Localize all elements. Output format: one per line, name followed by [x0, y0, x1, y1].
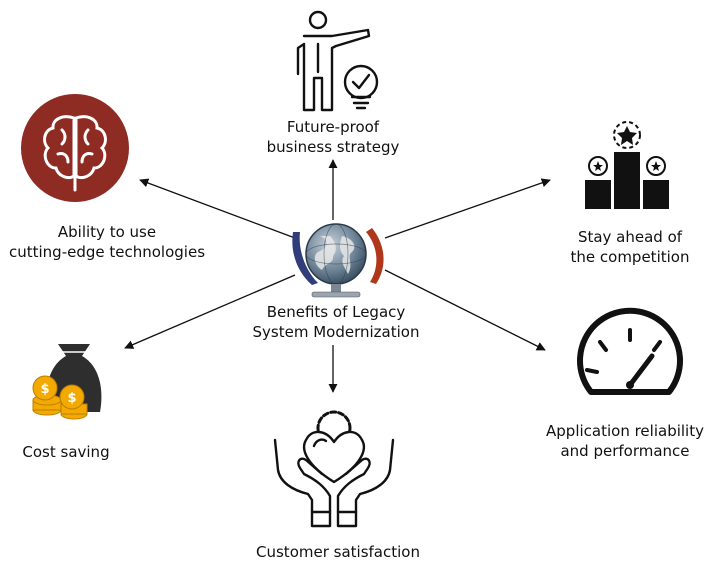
benefit-label-cutting-edge: Ability to use cutting-edge technologies: [0, 222, 214, 262]
presenter-lightbulb-icon: [296, 10, 379, 112]
benefit-label-customer-satisfaction: Customer satisfaction: [243, 542, 433, 562]
stay-ahead-line1: Stay ahead of: [577, 228, 683, 246]
arrow-to-cutting-edge: [139, 178, 296, 239]
center-title-line1: Benefits of Legacy: [266, 303, 406, 321]
center-title-line2: System Modernization: [252, 323, 420, 341]
arrow-to-reliability: [384, 269, 546, 351]
globe-icon: [292, 223, 384, 298]
benefit-label-cost-saving: Cost saving: [10, 442, 122, 462]
benefit-label-stay-ahead: Stay ahead of the competition: [550, 227, 710, 267]
money-bag-coins-icon: $ $: [32, 344, 102, 420]
cutting-edge-line2: cutting-edge technologies: [8, 243, 206, 261]
swirl-right-icon: [366, 228, 384, 284]
benefit-label-future-proof: Future-proof business strategy: [243, 117, 423, 157]
future-proof-line1: Future-proof: [286, 118, 380, 136]
customer-satisfaction-line1: Customer satisfaction: [256, 543, 420, 561]
heart-hands-icon: [273, 410, 395, 528]
svg-text:$: $: [67, 391, 76, 406]
speedometer-icon: [577, 307, 683, 395]
arrow-to-stay-ahead: [384, 178, 551, 239]
benefit-label-reliability: Application reliability and performance: [530, 421, 720, 461]
brain-icon: [21, 94, 129, 202]
arrow-to-cost-saving: [124, 274, 296, 349]
center-title: Benefits of Legacy System Modernization: [236, 302, 436, 342]
future-proof-line2: business strategy: [266, 138, 400, 156]
swirl-left-icon: [292, 232, 318, 285]
reliability-line1: Application reliability: [546, 422, 704, 440]
cutting-edge-line1: Ability to use: [57, 223, 157, 241]
cost-saving-line1: Cost saving: [22, 443, 110, 461]
connector-arrows: [124, 159, 551, 393]
podium-icon: [585, 121, 669, 209]
stay-ahead-line2: the competition: [570, 248, 690, 266]
svg-text:$: $: [40, 382, 49, 397]
reliability-line2: and performance: [560, 442, 690, 460]
